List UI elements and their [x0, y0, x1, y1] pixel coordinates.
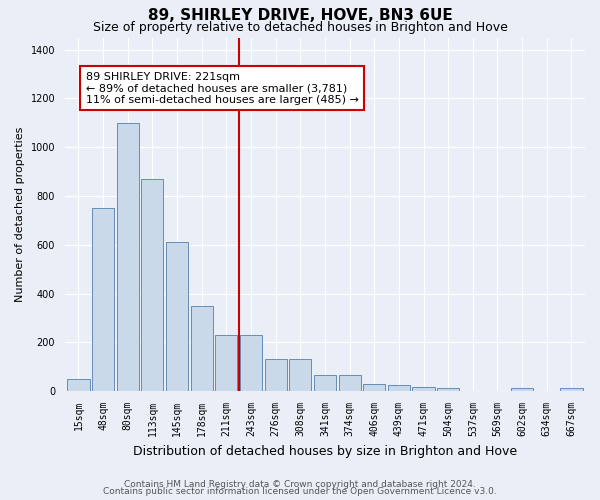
Bar	[67, 380, 89, 391]
Bar	[166, 242, 188, 391]
Bar	[265, 360, 287, 391]
Bar	[116, 123, 139, 391]
Bar	[437, 388, 459, 391]
Text: Contains HM Land Registry data © Crown copyright and database right 2024.: Contains HM Land Registry data © Crown c…	[124, 480, 476, 489]
Text: Size of property relative to detached houses in Brighton and Hove: Size of property relative to detached ho…	[92, 21, 508, 34]
X-axis label: Distribution of detached houses by size in Brighton and Hove: Distribution of detached houses by size …	[133, 444, 517, 458]
Bar	[289, 360, 311, 391]
Bar	[314, 376, 336, 391]
Bar	[363, 384, 385, 391]
Y-axis label: Number of detached properties: Number of detached properties	[15, 126, 25, 302]
Bar	[511, 388, 533, 391]
Text: Contains public sector information licensed under the Open Government Licence v3: Contains public sector information licen…	[103, 487, 497, 496]
Bar	[92, 208, 114, 391]
Text: 89 SHIRLEY DRIVE: 221sqm
← 89% of detached houses are smaller (3,781)
11% of sem: 89 SHIRLEY DRIVE: 221sqm ← 89% of detach…	[86, 72, 359, 105]
Bar	[142, 179, 163, 391]
Bar	[412, 387, 434, 391]
Bar	[388, 385, 410, 391]
Bar	[191, 306, 213, 391]
Bar	[338, 376, 361, 391]
Bar	[215, 335, 238, 391]
Text: 89, SHIRLEY DRIVE, HOVE, BN3 6UE: 89, SHIRLEY DRIVE, HOVE, BN3 6UE	[148, 8, 452, 22]
Bar	[560, 388, 583, 391]
Bar	[240, 335, 262, 391]
